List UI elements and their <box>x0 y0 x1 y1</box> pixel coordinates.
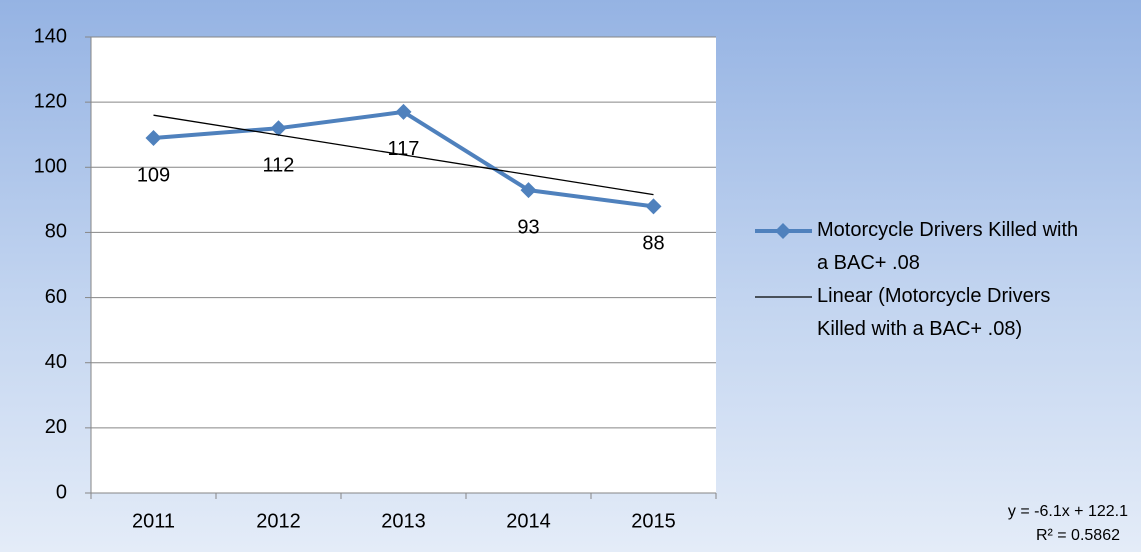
y-tick-label: 20 <box>45 416 67 438</box>
data-label: 117 <box>388 138 420 160</box>
marker <box>270 120 287 137</box>
y-tick-label: 80 <box>45 221 67 243</box>
data-label: 112 <box>263 154 295 176</box>
marker <box>645 198 662 215</box>
y-tick-label: 120 <box>34 90 67 112</box>
marker <box>145 129 162 146</box>
trend-line <box>153 114 654 196</box>
x-tick-label: 2013 <box>381 510 426 532</box>
data-label: 109 <box>137 164 170 186</box>
legend-label: Linear (Motorcycle Drivers Killed with a… <box>817 285 1051 340</box>
x-tick-label: 2014 <box>506 510 551 532</box>
legend-label: Motorcycle Drivers Killed with a BAC+ .0… <box>817 219 1079 274</box>
y-tick-label: 140 <box>34 25 67 47</box>
y-tick-label: 60 <box>45 286 67 308</box>
x-tick-label: 2012 <box>256 510 301 532</box>
y-tick-label: 100 <box>34 156 67 178</box>
y-tick-label: 40 <box>45 351 67 373</box>
trend-equation: R² = 0.5862 <box>1036 527 1120 544</box>
marker <box>395 103 412 120</box>
marker <box>520 182 537 199</box>
data-label: 93 <box>517 216 539 238</box>
data-label: 88 <box>642 233 664 255</box>
trend-equation: y = -6.1x + 122.1 <box>1008 503 1128 520</box>
x-tick-label: 2015 <box>631 510 676 532</box>
x-tick-label: 2011 <box>132 510 175 532</box>
y-tick-label: 0 <box>56 481 67 503</box>
legend-marker <box>775 223 791 239</box>
